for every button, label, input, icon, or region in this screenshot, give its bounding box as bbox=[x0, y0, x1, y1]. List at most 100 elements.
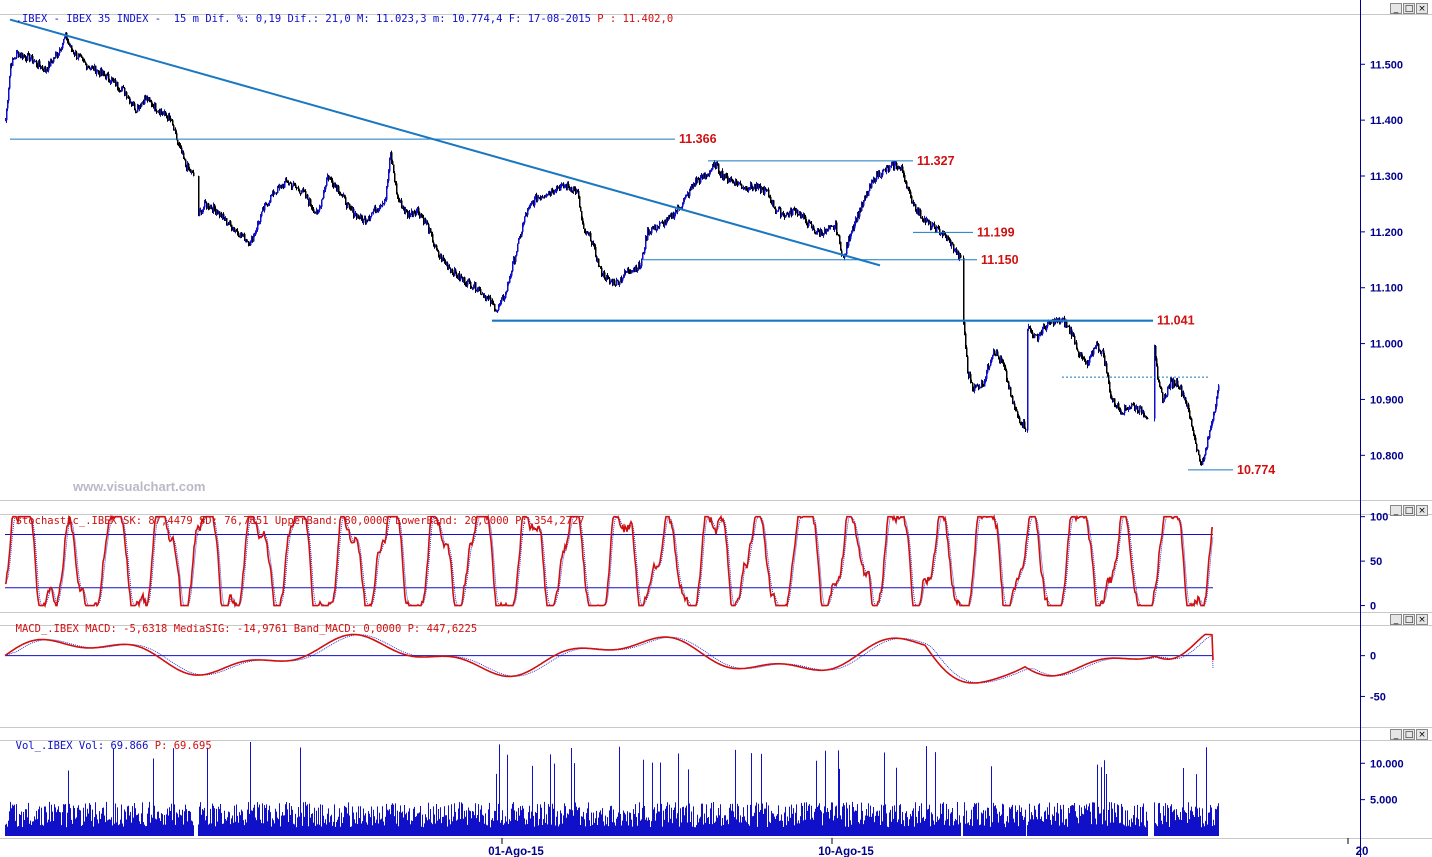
candle-body bbox=[1031, 331, 1033, 333]
candle-body bbox=[735, 180, 737, 186]
candle-body bbox=[443, 257, 445, 261]
candle-body bbox=[527, 209, 529, 216]
candle-body bbox=[442, 257, 444, 262]
candle-body bbox=[874, 177, 876, 182]
stoch-tick-label: 0 bbox=[1370, 601, 1376, 613]
candle-body bbox=[939, 228, 941, 235]
candle-body bbox=[930, 221, 932, 230]
candle-body bbox=[697, 178, 699, 183]
candle-body bbox=[669, 215, 671, 218]
candle-body bbox=[466, 283, 468, 286]
vol-close-button[interactable]: × bbox=[1416, 729, 1428, 740]
candle-body bbox=[318, 210, 320, 213]
macd-close-button[interactable]: × bbox=[1416, 614, 1428, 625]
candle-body bbox=[804, 214, 806, 217]
candle-body bbox=[608, 277, 610, 279]
candle-body bbox=[219, 211, 221, 217]
candle-body bbox=[457, 277, 459, 279]
candle-body bbox=[1037, 335, 1039, 340]
candle-body bbox=[16, 52, 18, 58]
candle-body bbox=[378, 208, 380, 211]
candle-body bbox=[637, 268, 639, 271]
candle-body bbox=[1202, 458, 1204, 465]
candle-body bbox=[918, 207, 920, 214]
candle-body bbox=[1168, 386, 1170, 388]
vol-minimize-button[interactable]: _ bbox=[1390, 729, 1402, 740]
candle-body bbox=[369, 217, 371, 219]
candle-body bbox=[1115, 405, 1117, 407]
candle-body bbox=[836, 222, 838, 235]
candle-body bbox=[753, 187, 755, 190]
macd-minimize-button[interactable]: _ bbox=[1390, 614, 1402, 625]
candle-body bbox=[432, 234, 434, 243]
candle-body bbox=[284, 182, 286, 188]
macd-maximize-button[interactable]: □ bbox=[1403, 614, 1415, 625]
candle-body bbox=[750, 183, 752, 189]
candle-body bbox=[980, 386, 982, 388]
candle-body bbox=[93, 66, 95, 71]
candle-body bbox=[676, 211, 678, 213]
candle-body bbox=[875, 179, 877, 182]
candle-body bbox=[793, 208, 795, 211]
candle-body bbox=[787, 213, 789, 215]
candle-body bbox=[978, 385, 980, 389]
candle-body bbox=[945, 234, 947, 237]
candle-body bbox=[702, 174, 704, 179]
candle-body bbox=[1046, 326, 1048, 330]
candle-body bbox=[137, 105, 139, 112]
candle-body bbox=[1093, 348, 1095, 355]
candle-body bbox=[139, 105, 141, 109]
vol-maximize-button[interactable]: □ bbox=[1403, 729, 1415, 740]
candle-body bbox=[736, 180, 738, 184]
candle-body bbox=[140, 105, 142, 107]
candle-body bbox=[389, 159, 391, 172]
price-maximize-button[interactable]: □ bbox=[1403, 3, 1415, 14]
stoch-close-button[interactable]: × bbox=[1416, 505, 1428, 516]
candle-body bbox=[1193, 429, 1195, 435]
candle-body bbox=[349, 203, 351, 207]
stoch-minimize-button[interactable]: _ bbox=[1390, 505, 1402, 516]
candle-body bbox=[145, 96, 147, 99]
candle-body bbox=[484, 295, 486, 298]
candle-body bbox=[491, 300, 493, 304]
candle-body bbox=[763, 189, 765, 195]
candle-body bbox=[250, 241, 252, 246]
candle-body bbox=[840, 241, 842, 251]
candle-body bbox=[444, 260, 446, 262]
candle-body bbox=[311, 205, 313, 208]
candle-body bbox=[740, 182, 742, 185]
candle-body bbox=[17, 51, 19, 53]
candle-body bbox=[755, 185, 757, 189]
candle-body bbox=[276, 192, 278, 194]
level-label: 10.774 bbox=[1237, 463, 1275, 477]
candle-body bbox=[703, 174, 705, 179]
price-minimize-button[interactable]: _ bbox=[1390, 3, 1402, 14]
candle-body bbox=[1013, 403, 1015, 405]
candle-body bbox=[1090, 355, 1092, 357]
candle-body bbox=[798, 214, 800, 216]
candle-body bbox=[1176, 380, 1178, 386]
candle-body bbox=[718, 163, 720, 172]
price-close-button[interactable]: × bbox=[1416, 3, 1428, 14]
candle-body bbox=[30, 59, 32, 62]
candle-body bbox=[601, 267, 603, 276]
candle-body bbox=[616, 279, 618, 286]
stoch-maximize-button[interactable]: □ bbox=[1403, 505, 1415, 516]
candle-body bbox=[170, 118, 172, 121]
candle-body bbox=[859, 209, 861, 217]
candle-body bbox=[568, 183, 570, 187]
candle-body bbox=[83, 58, 85, 61]
candle-body bbox=[115, 80, 117, 86]
candle-body bbox=[639, 262, 641, 267]
candle-body bbox=[169, 115, 171, 119]
candle-body bbox=[141, 102, 143, 107]
candle-body bbox=[1097, 343, 1099, 345]
candle-body bbox=[471, 287, 473, 289]
candle-body bbox=[78, 55, 80, 59]
candle-body bbox=[435, 245, 437, 247]
candle-body bbox=[1094, 348, 1096, 350]
candle-body bbox=[1172, 379, 1174, 387]
candle-body bbox=[605, 278, 607, 281]
candle-body bbox=[1194, 434, 1196, 438]
candle-body bbox=[785, 215, 787, 218]
